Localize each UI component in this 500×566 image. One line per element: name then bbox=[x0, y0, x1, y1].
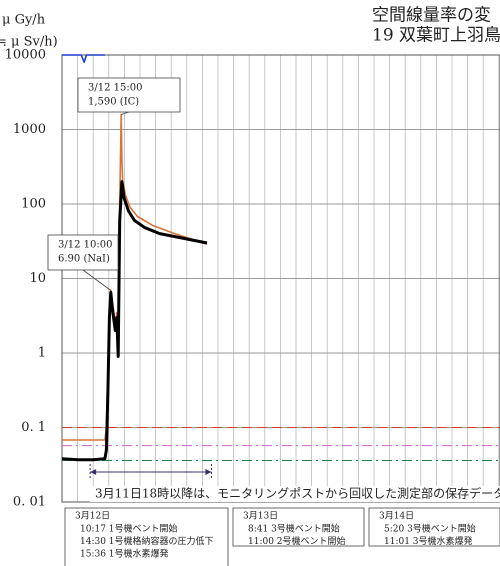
data-line bbox=[62, 54, 105, 63]
y-axis-label: μ Gy/h bbox=[2, 13, 46, 28]
callout-box bbox=[47, 234, 119, 271]
note-bg bbox=[90, 486, 500, 502]
y-tick-label: 0. 1 bbox=[21, 420, 46, 435]
event-item: 8:41 3号機ベント開始 bbox=[248, 523, 340, 535]
callout-text: 1,590 (IC) bbox=[88, 97, 139, 108]
note-text: 3月11日18時以降は、モニタリングポストから回収した測定部の保存データ bbox=[95, 486, 500, 501]
arrow-head bbox=[205, 469, 212, 475]
event-item: 15:36 1号機水素爆発 bbox=[80, 548, 169, 560]
callout-text: 3/12 10:00 bbox=[58, 240, 112, 251]
y-tick-label: 100 bbox=[21, 197, 46, 212]
arrow-head bbox=[90, 469, 97, 475]
y-axis-label: ≒ μ Sv/h) bbox=[0, 35, 58, 50]
y-tick-label: 10 bbox=[29, 271, 46, 286]
event-date: 3月12日 bbox=[75, 511, 110, 522]
data-line bbox=[61, 180, 208, 462]
chart-title: 19 双葉町上羽鳥 bbox=[372, 26, 500, 46]
callout-text: 6.90 (NaI) bbox=[58, 254, 110, 265]
event-item: 10:17 1号機ベント開始 bbox=[80, 523, 178, 535]
event-box bbox=[64, 507, 229, 566]
chart-title: 空間線量率の変 bbox=[372, 6, 491, 26]
event-item: 14:30 1号機格納容器の圧力低下 bbox=[80, 535, 214, 547]
callout-leader bbox=[121, 111, 130, 115]
callout-leader bbox=[82, 269, 112, 291]
event-item: 5:20 3号機ベント開始 bbox=[384, 523, 476, 535]
y-tick-label: 1 bbox=[38, 346, 46, 361]
event-box bbox=[368, 507, 500, 547]
event-item: 11:00 2号機ベント開始 bbox=[248, 535, 346, 547]
event-item: 11:01 3号機水素爆発 bbox=[384, 535, 473, 547]
data-line bbox=[62, 113, 208, 441]
y-tick-label: 1000 bbox=[13, 122, 46, 137]
callout-text: 3/12 15:00 bbox=[88, 83, 142, 94]
event-box bbox=[232, 507, 365, 547]
event-date: 3月13日 bbox=[243, 511, 278, 522]
callout-box bbox=[77, 77, 181, 113]
y-tick-label: 10000 bbox=[5, 48, 46, 63]
event-date: 3月14日 bbox=[379, 511, 414, 522]
y-tick-label: 0. 01 bbox=[13, 495, 46, 510]
